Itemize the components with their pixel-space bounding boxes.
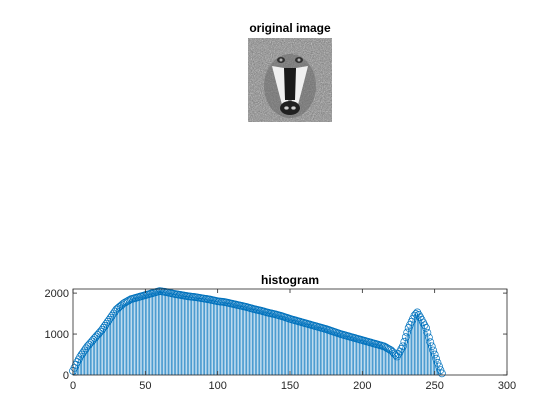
x-tick-label: 250 [425, 380, 443, 392]
x-tick-label: 50 [139, 380, 151, 392]
x-tick-label: 100 [208, 380, 226, 392]
x-tick-label: 0 [70, 380, 76, 392]
y-tick-label: 2000 [45, 288, 69, 300]
y-tick-label: 0 [63, 370, 69, 382]
x-tick-label: 150 [281, 380, 299, 392]
y-tick-label: 1000 [45, 329, 69, 341]
x-tick-label: 200 [353, 380, 371, 392]
x-tick-label: 300 [498, 380, 516, 392]
stem-series [70, 288, 446, 377]
